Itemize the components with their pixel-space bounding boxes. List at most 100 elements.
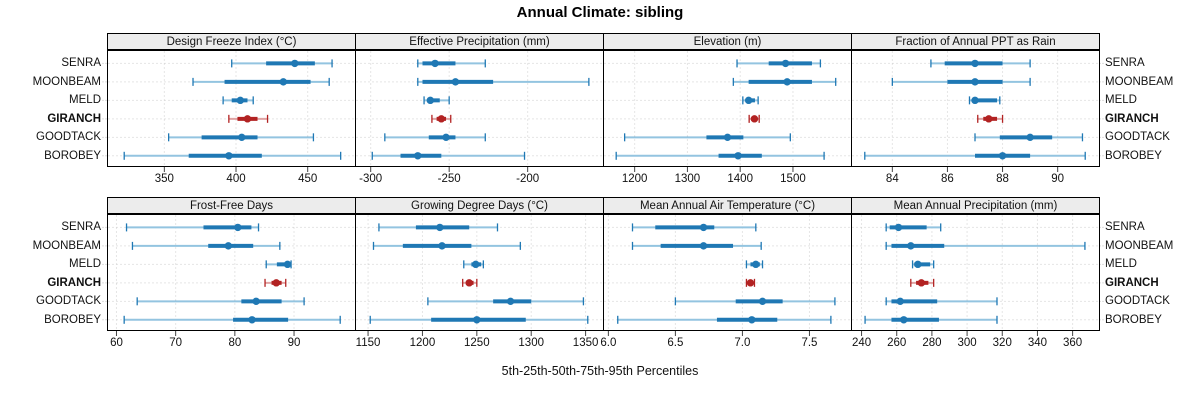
gridlines [356, 51, 602, 166]
series-giranch [264, 278, 287, 287]
median-dot [243, 115, 252, 123]
median-dot [752, 260, 760, 269]
median-dot [734, 152, 742, 160]
panel-strip-frost-free-days: Frost-Free Days [107, 197, 356, 214]
median-dot [1026, 133, 1034, 142]
gridlines [604, 215, 850, 330]
x-tick-label: 260 [887, 337, 907, 349]
series-goodtack [885, 297, 998, 306]
median-dot [291, 59, 299, 68]
x-tick-label: 1300 [518, 337, 544, 349]
panel-plot-mean-annual-precipitation-mm [851, 214, 1100, 336]
median-dot [238, 133, 246, 142]
panel-border [107, 50, 356, 167]
series-moonbeam [732, 77, 837, 86]
panel-strip-label: Design Freeze Index (°C) [166, 35, 297, 48]
station-label-right-moonbeam: MOONBEAM [1105, 239, 1174, 252]
median-dot [436, 223, 444, 232]
station-label-left-borobey: BOROBEY [44, 313, 101, 326]
median-dot [746, 279, 755, 287]
panel-plot-design-freeze-index-c [107, 50, 356, 172]
median-dot [896, 297, 904, 306]
x-tick-label: 280 [922, 337, 942, 349]
station-label-left-giranch: GIRANCH [47, 112, 101, 125]
median-dot [465, 279, 473, 287]
percentiles-caption: 5th-25th-50th-75th-95th Percentiles [501, 364, 699, 378]
panel-strip-label: Frost-Free Days [189, 199, 274, 212]
median-dot [748, 316, 756, 324]
median-dot [744, 96, 753, 105]
series-senra [125, 223, 260, 232]
median-dot [907, 242, 915, 250]
median-dot [900, 316, 908, 324]
median-dot [781, 59, 790, 68]
x-tick-label: 88 [996, 173, 1009, 185]
panel-strip-elevation-m: Elevation (m) [603, 33, 852, 50]
station-label-right-goodtack: GOODTACK [1105, 131, 1170, 144]
series-senra [231, 59, 333, 68]
x-tick-label: 350 [154, 173, 174, 185]
series-senra [930, 59, 1031, 68]
station-label-left-senra: SENRA [61, 221, 101, 234]
median-dot [758, 297, 767, 306]
x-tick-label: 60 [110, 337, 123, 349]
median-dot [472, 260, 480, 269]
series-moonbeam [192, 77, 330, 86]
gridlines [108, 51, 354, 166]
panel-border [355, 214, 604, 331]
series-meld [745, 260, 764, 269]
median-dot [506, 297, 515, 306]
x-tick-label: -250 [437, 173, 461, 185]
station-label-right-goodtack: GOODTACK [1105, 295, 1170, 308]
station-label-left-meld: MELD [69, 258, 101, 271]
series-goodtack [384, 133, 486, 142]
series-giranch [910, 278, 935, 287]
series-meld [742, 96, 759, 105]
panel-border [851, 50, 1100, 167]
panel-strip-fraction-of-annual-ppt-as-rain: Fraction of Annual PPT as Rain [851, 33, 1100, 50]
panel-plot-mean-annual-air-temperature-c [603, 214, 852, 336]
median-dot [442, 133, 450, 142]
x-tick-label: 70 [169, 337, 183, 349]
median-dot [998, 152, 1007, 160]
panel-border [107, 214, 356, 331]
x-tick-label: 90 [287, 337, 301, 349]
median-dot [236, 96, 245, 105]
panel-strip-growing-degree-days-c: Growing Degree Days (°C) [355, 197, 604, 214]
gridlines [108, 215, 354, 330]
x-tick-label: 1200 [621, 173, 648, 185]
median-dot [414, 152, 422, 160]
panel-border [851, 214, 1100, 331]
station-label-right-senra: SENRA [1105, 221, 1145, 234]
median-dot [750, 115, 759, 123]
median-dot [426, 96, 435, 105]
x-tick-label: 86 [941, 173, 954, 185]
x-tick-label: 6.5 [667, 337, 684, 349]
series-senra [378, 223, 499, 232]
panel-strip-label: Mean Annual Precipitation (mm) [893, 199, 1058, 212]
panel-strip-label: Mean Annual Air Temperature (°C) [639, 199, 816, 212]
series-goodtack [427, 297, 585, 306]
panel-plot-frost-free-days [107, 214, 356, 336]
x-tick-label: 240 [851, 337, 872, 349]
series-borobey [369, 315, 589, 324]
panel-strip-label: Effective Precipitation (mm) [409, 35, 550, 48]
series-borobey [123, 151, 342, 160]
station-label-left-borobey: BOROBEY [44, 149, 101, 162]
median-dot [438, 242, 446, 250]
series-moonbeam [417, 77, 590, 86]
panel-strip-effective-precipitation-mm: Effective Precipitation (mm) [355, 33, 604, 50]
x-tick-label: 7.0 [734, 337, 751, 349]
series-giranch [228, 114, 269, 123]
panel-strip-mean-annual-precipitation-mm: Mean Annual Precipitation (mm) [851, 197, 1100, 214]
panel-border [355, 50, 604, 167]
x-tick-label: 1200 [409, 337, 436, 349]
series-giranch [748, 114, 760, 123]
series-senra [885, 223, 942, 232]
x-tick-label: 1250 [464, 337, 490, 349]
panel-strip-label: Growing Degree Days (°C) [411, 199, 548, 212]
x-tick-label: 360 [1063, 337, 1083, 349]
median-dot [437, 115, 446, 123]
panel-plot-growing-degree-days-c [355, 214, 604, 336]
